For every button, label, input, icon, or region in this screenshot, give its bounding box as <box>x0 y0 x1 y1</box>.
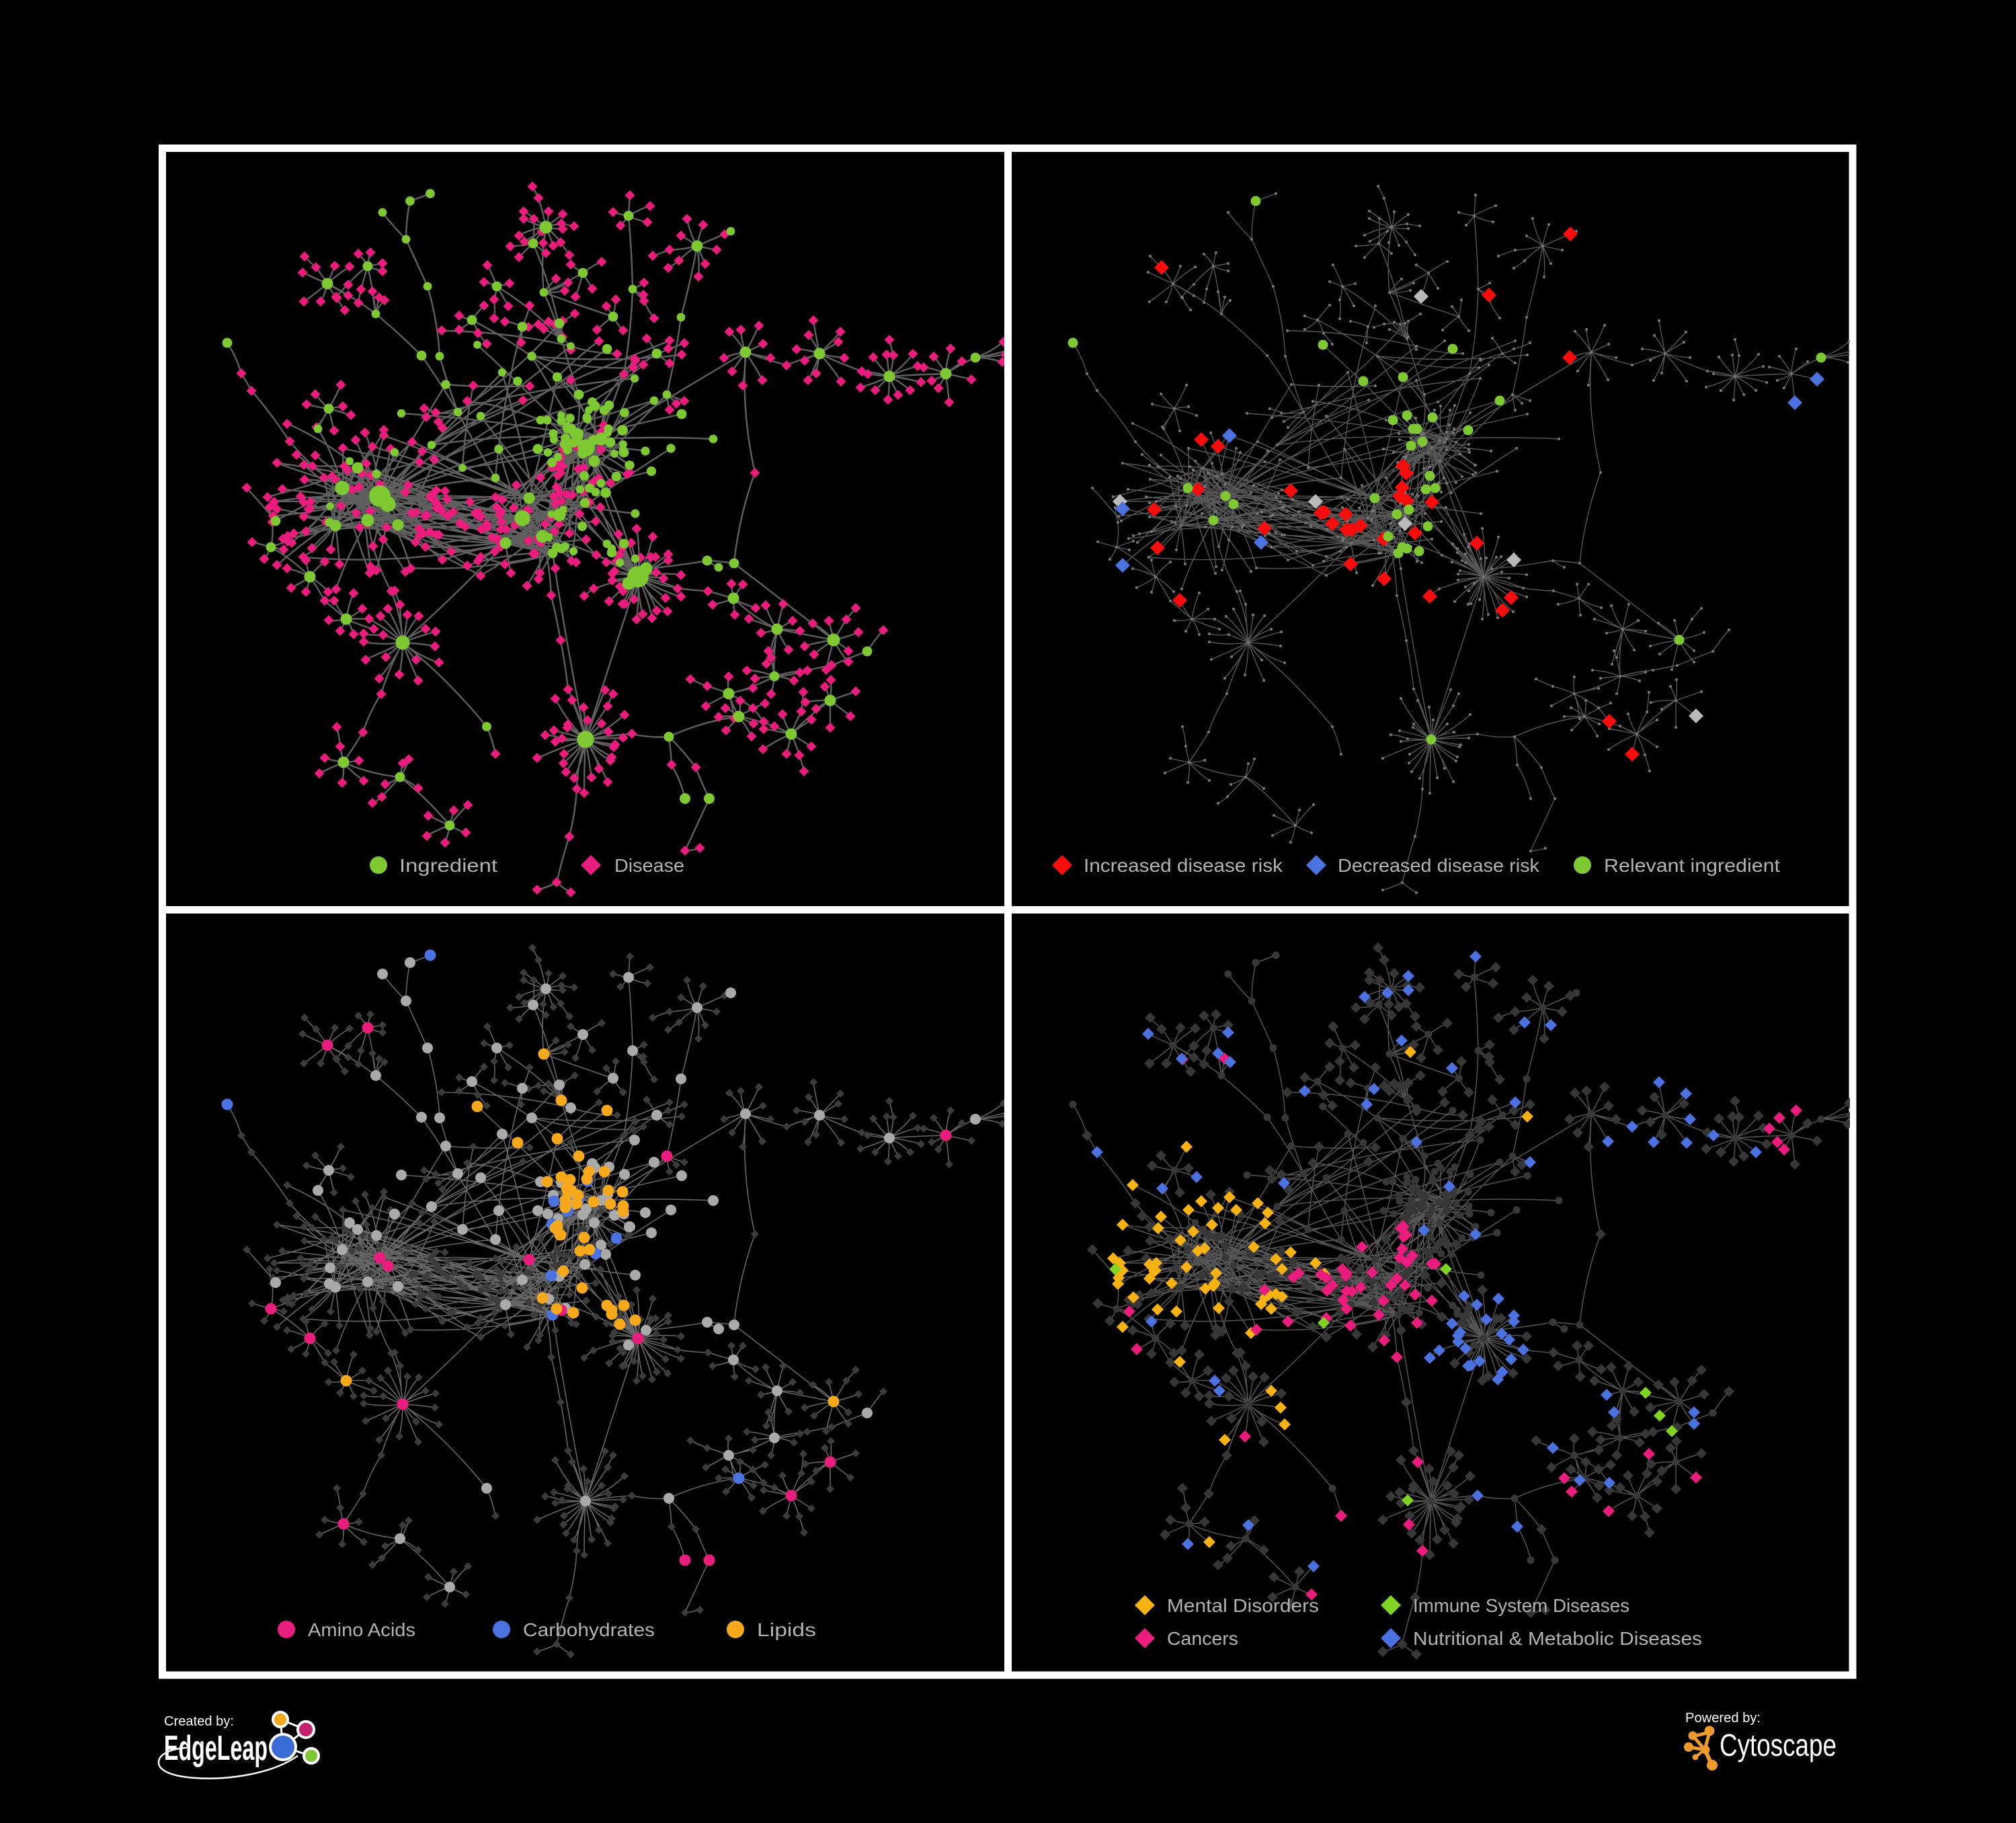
svg-text:Mental Disorders: Mental Disorders <box>1167 1595 1319 1616</box>
svg-text:Immune System Diseases: Immune System Diseases <box>1413 1595 1629 1616</box>
svg-text:Relevant ingredient: Relevant ingredient <box>1604 855 1780 876</box>
svg-text:Carbohydrates: Carbohydrates <box>523 1619 655 1640</box>
svg-text:Nutritional & Metabolic Diseas: Nutritional & Metabolic Diseases <box>1413 1628 1702 1649</box>
svg-text:Increased disease risk: Increased disease risk <box>1084 855 1283 876</box>
svg-text:Ingredient: Ingredient <box>399 855 497 876</box>
svg-text:Decreased disease risk: Decreased disease risk <box>1338 855 1540 876</box>
svg-text:Cytoscape: Cytoscape <box>1720 1728 1837 1763</box>
svg-text:Cancers: Cancers <box>1167 1628 1238 1649</box>
svg-text:Disease: Disease <box>614 855 684 876</box>
svg-text:Amino Acids: Amino Acids <box>308 1619 415 1640</box>
svg-text:Created by:: Created by: <box>164 1714 234 1729</box>
svg-text:Lipids: Lipids <box>757 1619 816 1640</box>
svg-text:Powered by:: Powered by: <box>1685 1711 1761 1726</box>
